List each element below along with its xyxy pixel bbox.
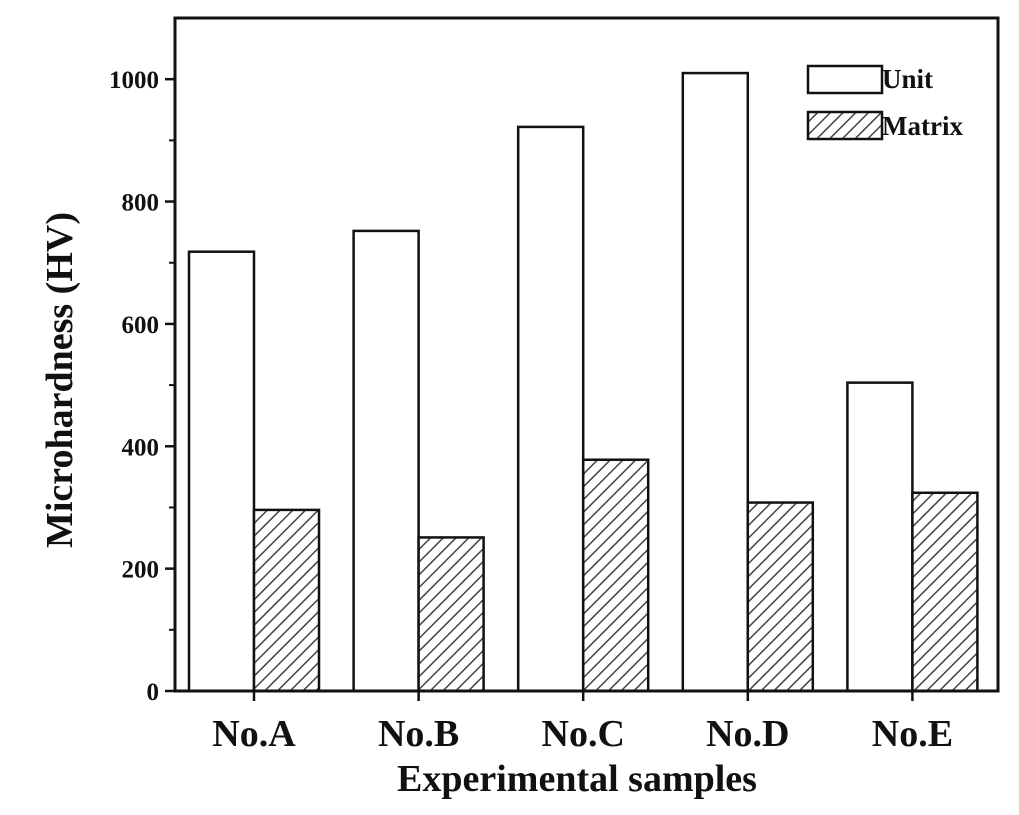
bar-matrix-noa [252, 508, 321, 693]
legend-swatch-unit [806, 64, 884, 95]
y-tick-label: 600 [122, 312, 160, 339]
x-tick-label: No.D [706, 713, 789, 755]
legend: Unit Matrix [806, 64, 963, 141]
y-tick-label: 200 [122, 557, 160, 584]
x-axis-title: Experimental samples [397, 758, 757, 800]
y-axis: 0 200 400 600 800 1000 [109, 67, 175, 706]
bar-unit-noa [187, 250, 256, 693]
x-axis: No.A No.B No.C No.D No.E [212, 691, 953, 755]
bars-group [187, 71, 979, 693]
bar-unit-nod [681, 71, 750, 693]
y-axis-title: Microhardness (HV) [39, 212, 81, 548]
y-tick-label: 400 [122, 434, 160, 461]
y-tick-label: 1000 [109, 67, 159, 94]
x-tick-label: No.E [872, 713, 953, 755]
bar-matrix-noc [581, 458, 650, 693]
legend-swatch-matrix [806, 110, 884, 141]
x-tick-label: No.A [212, 713, 296, 755]
x-tick-label: No.C [542, 713, 625, 755]
bar-matrix-nob [417, 536, 485, 693]
y-tick-label: 0 [147, 679, 160, 706]
y-tick-label: 800 [122, 190, 160, 217]
bar-matrix-noe [911, 491, 979, 693]
plot-frame [173, 16, 1000, 693]
legend-label-unit: Unit [882, 64, 933, 94]
legend-label-matrix: Matrix [882, 111, 963, 141]
x-tick-label: No.B [378, 713, 459, 755]
bar-unit-nob [352, 229, 420, 693]
bar-unit-noc [516, 125, 585, 693]
bar-matrix-nod [746, 501, 815, 693]
bar-unit-noe [846, 381, 914, 693]
